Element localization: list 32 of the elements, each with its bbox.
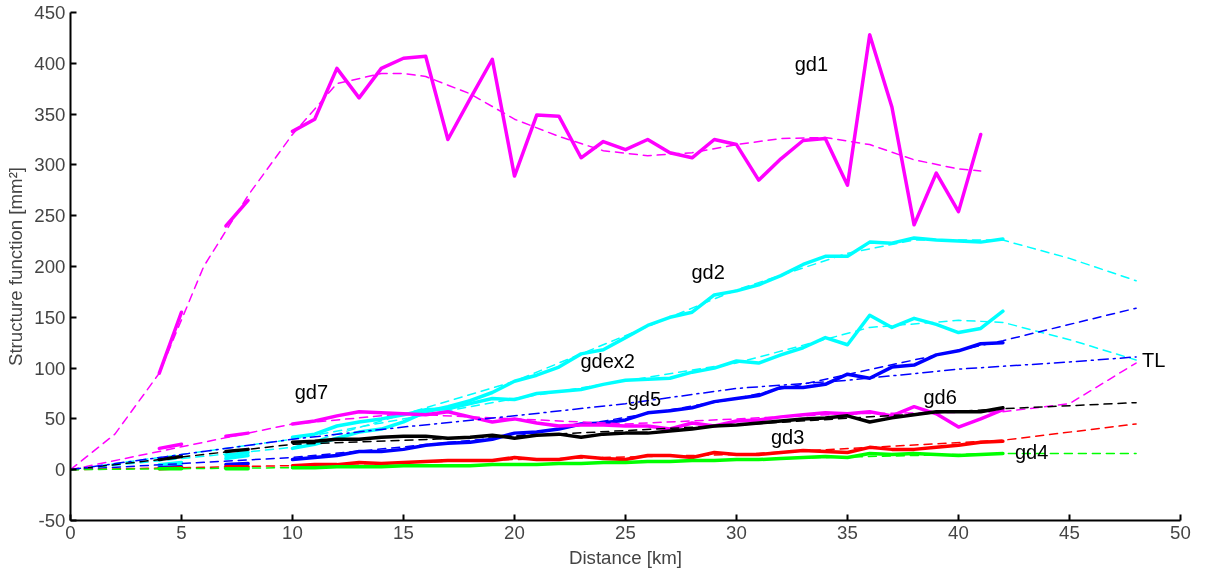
- series-label: TL: [1142, 348, 1166, 371]
- y-tick-label: 350: [34, 103, 66, 125]
- y-tick-label: 250: [34, 205, 66, 227]
- series-label: gd3: [770, 426, 805, 449]
- x-tick-label: 35: [837, 521, 858, 543]
- y-tick-label: 300: [34, 154, 66, 176]
- series-label: gd5: [627, 387, 662, 410]
- x-tick-label: 30: [726, 521, 747, 543]
- y-tick-label: 200: [34, 256, 66, 277]
- y-axis-title: Structure function [mm²]: [5, 166, 27, 367]
- y-tick-label: 150: [34, 306, 66, 328]
- x-tick-label: 50: [1170, 521, 1191, 543]
- x-tick-label: 15: [393, 521, 414, 543]
- series-label: gd1: [794, 52, 829, 75]
- x-tick-label: 20: [504, 521, 525, 543]
- x-tick-label: 5: [176, 521, 187, 543]
- x-tick-label: 40: [948, 521, 969, 543]
- series-label: gd4: [1014, 441, 1049, 464]
- series-label: gd6: [923, 385, 957, 408]
- y-tick-label: 450: [34, 2, 66, 23]
- x-tick-label: 45: [1059, 521, 1080, 543]
- series-label: gd2: [691, 260, 725, 283]
- x-tick-label: 10: [282, 521, 303, 543]
- y-tick-label: 100: [34, 357, 66, 379]
- y-tick-label: 400: [34, 52, 66, 74]
- series-label: gdex2: [580, 350, 635, 373]
- y-tick-label: -50: [38, 510, 66, 531]
- y-tick-label: 0: [55, 459, 66, 481]
- series-label: gd7: [294, 380, 329, 403]
- x-tick-label: 25: [615, 521, 636, 543]
- x-axis-title: Distance [km]: [569, 546, 683, 568]
- y-tick-label: 50: [44, 408, 66, 430]
